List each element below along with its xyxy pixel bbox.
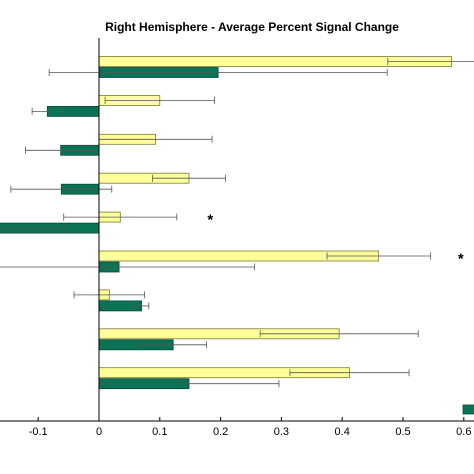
x-tick-label: 0.1: [152, 426, 167, 438]
x-ticks-layer: -0.1 0 0.1 0.2 0.3 0.4 0.5 0.6: [29, 417, 471, 438]
x-tick-label: 0: [96, 426, 102, 438]
chart-title: Right Hemisphere - Average Percent Signa…: [105, 20, 399, 34]
x-tick-label: 0.2: [213, 426, 228, 438]
x-tick-label: 0.6: [456, 426, 471, 438]
x-tick-label: -0.1: [29, 426, 48, 438]
significance-star: *: [207, 212, 213, 229]
error-bars-layer: [0, 58, 474, 388]
x-tick-label: 0.5: [395, 426, 410, 438]
annotations-layer: **: [207, 212, 463, 268]
legend-swatch: [462, 404, 474, 415]
x-tick-label: 0.4: [335, 426, 350, 438]
significance-star: *: [458, 251, 464, 268]
bars-layer: [0, 56, 453, 390]
x-tick-label: 0.3: [274, 426, 289, 438]
